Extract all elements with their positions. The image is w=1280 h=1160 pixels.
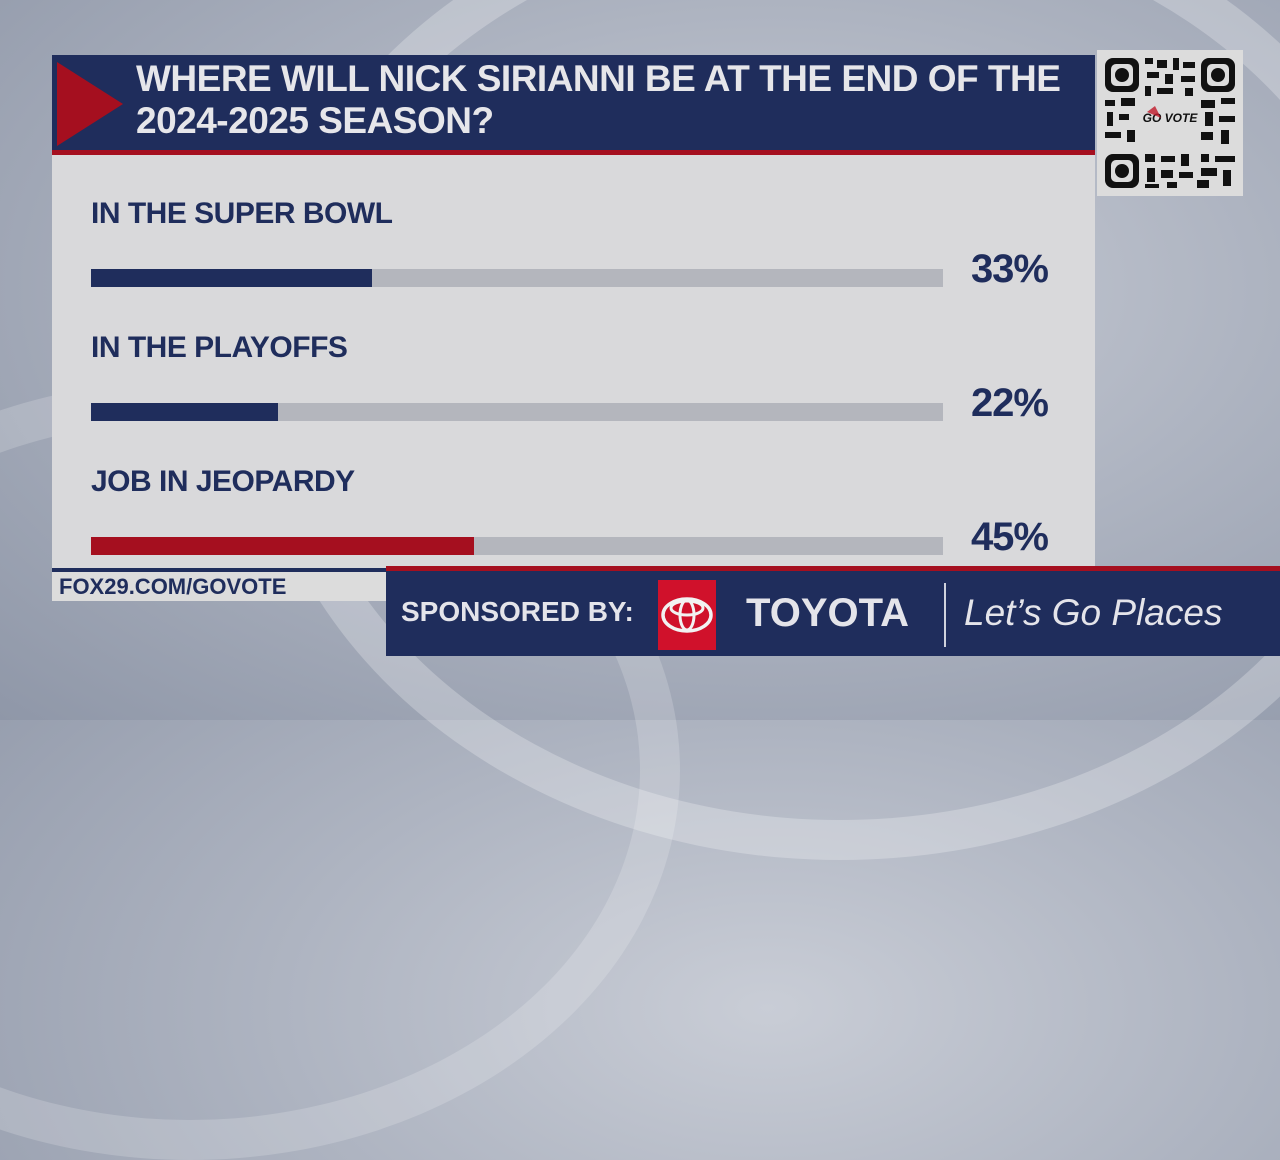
sponsor-divider xyxy=(944,583,946,647)
option-label: JOB IN JEOPARDY xyxy=(91,465,355,498)
poll-option-super-bowl: IN THE SUPER BOWL 33% xyxy=(52,155,1095,291)
option-percent: 22% xyxy=(970,381,1049,425)
sponsor-stripe xyxy=(386,566,1280,571)
footer-line xyxy=(52,568,386,572)
poll-option-job-in-jeopardy: JOB IN JEOPARDY 45% xyxy=(52,423,1095,559)
option-percent: 33% xyxy=(970,247,1049,291)
sponsor-banner: SPONSORED BY: TOYOTA Let’s Go Places xyxy=(386,571,1280,656)
poll-question-line-2: 2024-2025 SEASON? xyxy=(136,100,494,141)
option-percent: 45% xyxy=(970,515,1049,559)
header-stripe xyxy=(52,150,1095,155)
sponsor-tagline: Let’s Go Places xyxy=(964,592,1223,633)
option-label: IN THE SUPER BOWL xyxy=(91,197,393,230)
toyota-logo-icon xyxy=(658,580,716,650)
qr-code-icon: GO VOTE xyxy=(1105,58,1235,188)
bar-track xyxy=(91,269,943,287)
vote-url[interactable]: FOX29.COM/GOVOTE xyxy=(59,574,287,599)
sponsor-brand: TOYOTA xyxy=(746,591,909,635)
sponsored-by-label: SPONSORED BY: xyxy=(401,596,634,627)
poll-header xyxy=(52,55,1095,150)
play-triangle-icon xyxy=(57,62,123,146)
bar-fill xyxy=(91,537,475,555)
url-box: FOX29.COM/GOVOTE xyxy=(52,572,386,601)
poll-results-panel: IN THE SUPER BOWL 33% IN THE PLAYOFFS 22… xyxy=(52,155,1095,569)
qr-code[interactable]: GO VOTE xyxy=(1097,50,1243,196)
option-label: IN THE PLAYOFFS xyxy=(91,331,348,364)
bar-fill xyxy=(91,403,279,421)
poll-question-line-1: WHERE WILL NICK SIRIANNI BE AT THE END O… xyxy=(136,58,1061,99)
bar-fill xyxy=(91,269,373,287)
bar-track xyxy=(91,537,943,555)
bar-track xyxy=(91,403,943,421)
poll-option-playoffs: IN THE PLAYOFFS 22% xyxy=(52,289,1095,425)
poll-question: WHERE WILL NICK SIRIANNI BE AT THE END O… xyxy=(136,58,1086,142)
